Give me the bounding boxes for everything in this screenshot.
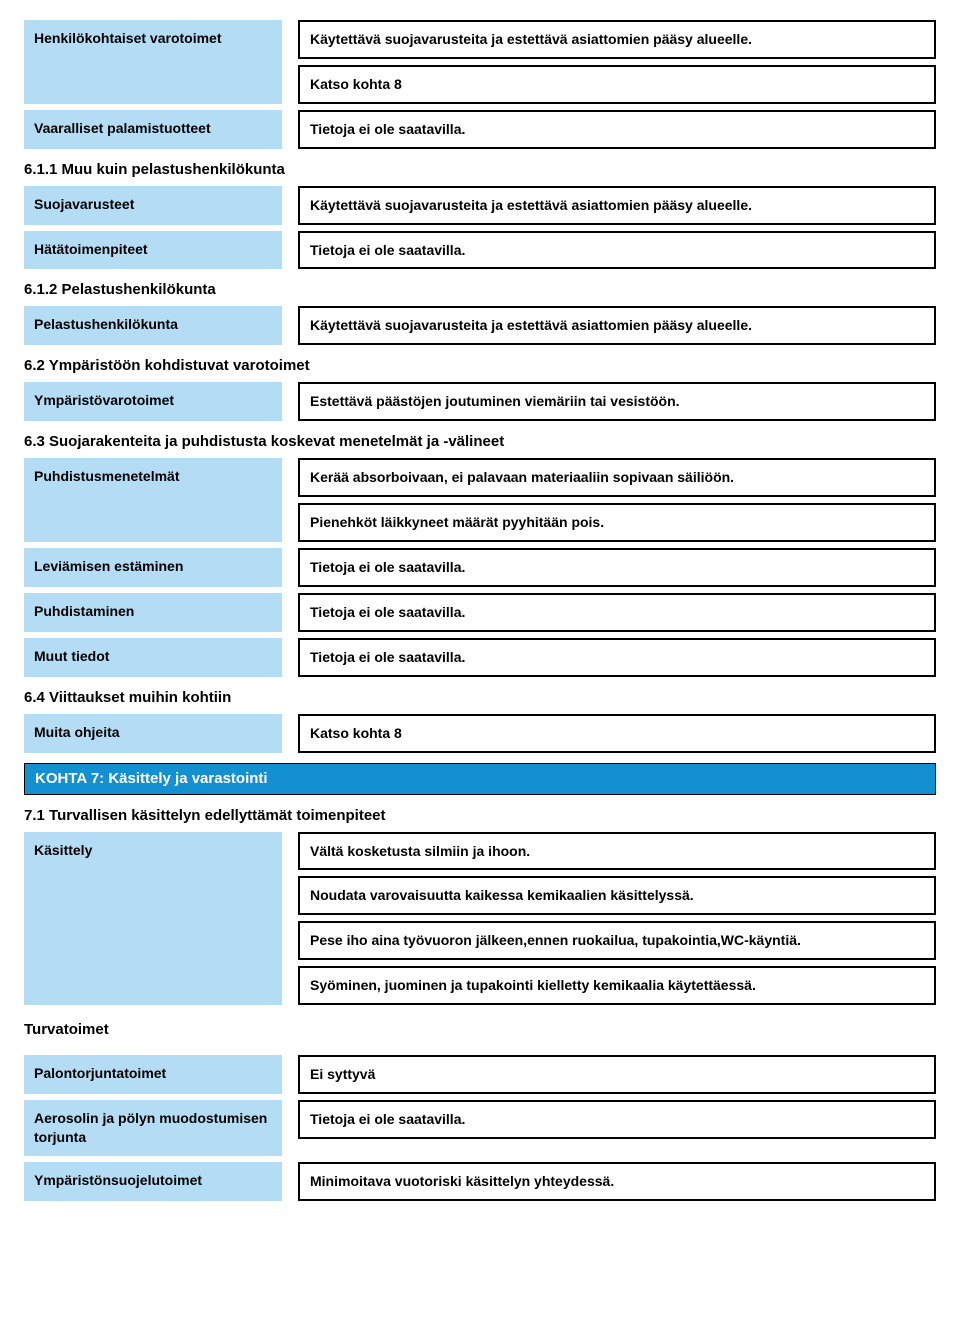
label-kasittely: Käsittely (24, 832, 282, 1006)
row-puhdistaminen: Puhdistaminen Tietoja ei ole saatavilla. (24, 593, 936, 632)
value-muuttiedot-1: Tietoja ei ole saatavilla. (298, 638, 936, 677)
value-leviamisen-1: Tietoja ei ole saatavilla. (298, 548, 936, 587)
values-ymparistonsuojelu: Minimoitava vuotoriski käsittelyn yhteyd… (298, 1162, 936, 1201)
label-muuttiedot: Muut tiedot (24, 638, 282, 677)
section-7-banner: KOHTA 7: Käsittely ja varastointi (24, 763, 936, 795)
value-vaaralliset-1: Tietoja ei ole saatavilla. (298, 110, 936, 149)
row-muuttiedot: Muut tiedot Tietoja ei ole saatavilla. (24, 638, 936, 677)
values-hatatoimenpiteet: Tietoja ei ole saatavilla. (298, 231, 936, 270)
row-leviamisen: Leviämisen estäminen Tietoja ei ole saat… (24, 548, 936, 587)
heading-62: 6.2 Ympäristöön kohdistuvat varotoimet (24, 351, 936, 382)
row-henkilokohtaiset: Henkilökohtaiset varotoimet Käytettävä s… (24, 20, 936, 104)
values-suojavarusteet: Käytettävä suojavarusteita ja estettävä … (298, 186, 936, 225)
values-puhdistusmenetelmat: Kerää absorboivaan, ei palavaan materiaa… (298, 458, 936, 542)
row-muitaohjeita: Muita ohjeita Katso kohta 8 (24, 714, 936, 753)
row-ymparistovarotoimet: Ympäristövarotoimet Estettävä päästöjen … (24, 382, 936, 421)
value-kasittely-3: Pese iho aina työvuoron jälkeen,ennen ru… (298, 921, 936, 960)
row-ymparistonsuojelu: Ympäristönsuojelutoimet Minimoitava vuot… (24, 1162, 936, 1201)
label-ymparistovarotoimet: Ympäristövarotoimet (24, 382, 282, 421)
values-aerosolin: Tietoja ei ole saatavilla. (298, 1100, 936, 1156)
values-kasittely: Vältä kosketusta silmiin ja ihoon. Nouda… (298, 832, 936, 1006)
row-vaaralliset: Vaaralliset palamistuotteet Tietoja ei o… (24, 110, 936, 149)
value-ymparistovarotoimet-1: Estettävä päästöjen joutuminen viemäriin… (298, 382, 936, 421)
label-ymparistonsuojelu: Ympäristönsuojelutoimet (24, 1162, 282, 1201)
value-henkilokohtaiset-1: Käytettävä suojavarusteita ja estettävä … (298, 20, 936, 59)
sds-page: Henkilökohtaiset varotoimet Käytettävä s… (0, 0, 960, 1231)
value-puhdistusmenetelmat-2: Pienehköt läikkyneet määrät pyyhitään po… (298, 503, 936, 542)
row-suojavarusteet: Suojavarusteet Käytettävä suojavarusteit… (24, 186, 936, 225)
values-muitaohjeita: Katso kohta 8 (298, 714, 936, 753)
label-muitaohjeita: Muita ohjeita (24, 714, 282, 753)
value-muitaohjeita-1: Katso kohta 8 (298, 714, 936, 753)
value-pelastushenkilokunta-1: Käytettävä suojavarusteita ja estettävä … (298, 306, 936, 345)
values-ymparistovarotoimet: Estettävä päästöjen joutuminen viemäriin… (298, 382, 936, 421)
values-pelastushenkilokunta: Käytettävä suojavarusteita ja estettävä … (298, 306, 936, 345)
values-vaaralliset: Tietoja ei ole saatavilla. (298, 110, 936, 149)
values-muuttiedot: Tietoja ei ole saatavilla. (298, 638, 936, 677)
values-leviamisen: Tietoja ei ole saatavilla. (298, 548, 936, 587)
label-suojavarusteet: Suojavarusteet (24, 186, 282, 225)
label-vaaralliset: Vaaralliset palamistuotteet (24, 110, 282, 149)
value-kasittely-4: Syöminen, juominen ja tupakointi kiellet… (298, 966, 936, 1005)
row-puhdistusmenetelmat: Puhdistusmenetelmät Kerää absorboivaan, … (24, 458, 936, 542)
value-suojavarusteet-1: Käytettävä suojavarusteita ja estettävä … (298, 186, 936, 225)
row-turvatoimet: Turvatoimet (24, 1011, 936, 1049)
label-puhdistusmenetelmat: Puhdistusmenetelmät (24, 458, 282, 542)
label-pelastushenkilokunta: Pelastushenkilökunta (24, 306, 282, 345)
row-hatatoimenpiteet: Hätätoimenpiteet Tietoja ei ole saatavil… (24, 231, 936, 270)
values-henkilokohtaiset: Käytettävä suojavarusteita ja estettävä … (298, 20, 936, 104)
label-leviamisen: Leviämisen estäminen (24, 548, 282, 587)
label-hatatoimenpiteet: Hätätoimenpiteet (24, 231, 282, 270)
value-henkilokohtaiset-2: Katso kohta 8 (298, 65, 936, 104)
heading-611: 6.1.1 Muu kuin pelastushenkilökunta (24, 155, 936, 186)
values-palontorjunta: Ei syttyvä (298, 1055, 936, 1094)
heading-63: 6.3 Suojarakenteita ja puhdistusta koske… (24, 427, 936, 458)
label-turvatoimet: Turvatoimet (24, 1011, 282, 1049)
row-palontorjunta: Palontorjuntatoimet Ei syttyvä (24, 1055, 936, 1094)
value-puhdistusmenetelmat-1: Kerää absorboivaan, ei palavaan materiaa… (298, 458, 936, 497)
value-palontorjunta-1: Ei syttyvä (298, 1055, 936, 1094)
value-ymparistonsuojelu-1: Minimoitava vuotoriski käsittelyn yhteyd… (298, 1162, 936, 1201)
row-aerosolin: Aerosolin ja pölyn muodostumisen torjunt… (24, 1100, 936, 1156)
value-puhdistaminen-1: Tietoja ei ole saatavilla. (298, 593, 936, 632)
row-pelastushenkilokunta: Pelastushenkilökunta Käytettävä suojavar… (24, 306, 936, 345)
value-kasittely-2: Noudata varovaisuutta kaikessa kemikaali… (298, 876, 936, 915)
value-kasittely-1: Vältä kosketusta silmiin ja ihoon. (298, 832, 936, 871)
label-puhdistaminen: Puhdistaminen (24, 593, 282, 632)
values-puhdistaminen: Tietoja ei ole saatavilla. (298, 593, 936, 632)
value-aerosolin-1: Tietoja ei ole saatavilla. (298, 1100, 936, 1139)
heading-64: 6.4 Viittaukset muihin kohtiin (24, 683, 936, 714)
label-henkilokohtaiset: Henkilökohtaiset varotoimet (24, 20, 282, 104)
label-palontorjunta: Palontorjuntatoimet (24, 1055, 282, 1094)
heading-71: 7.1 Turvallisen käsittelyn edellyttämät … (24, 801, 936, 832)
value-hatatoimenpiteet-1: Tietoja ei ole saatavilla. (298, 231, 936, 270)
row-kasittely: Käsittely Vältä kosketusta silmiin ja ih… (24, 832, 936, 1006)
heading-612: 6.1.2 Pelastushenkilökunta (24, 275, 936, 306)
label-aerosolin: Aerosolin ja pölyn muodostumisen torjunt… (24, 1100, 282, 1156)
